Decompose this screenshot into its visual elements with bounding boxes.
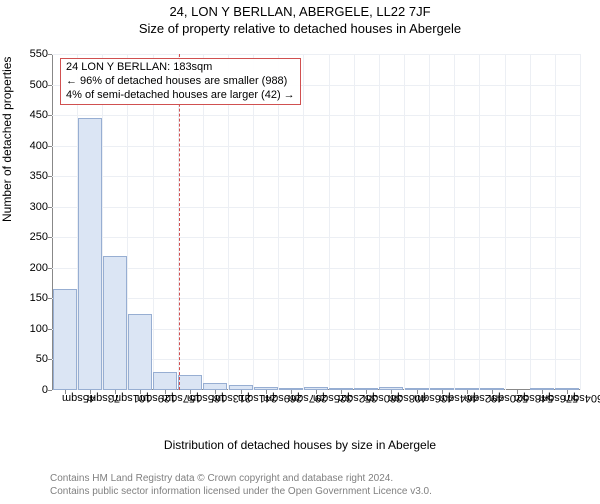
- bar: [203, 383, 227, 390]
- bar: [103, 256, 127, 390]
- y-tick-label: 0: [8, 384, 48, 396]
- gridline-h: [52, 146, 580, 147]
- gridline-v: [404, 54, 405, 390]
- y-tick-mark: [48, 298, 52, 299]
- y-tick-label: 400: [8, 140, 48, 152]
- gridline-v: [379, 54, 380, 390]
- gridline-v: [505, 54, 506, 390]
- annotation-line: 4% of semi-detached houses are larger (4…: [66, 89, 295, 103]
- y-tick-mark: [48, 390, 52, 391]
- bar: [178, 375, 202, 390]
- gridline-v: [429, 54, 430, 390]
- chart-container: Number of detached properties 24 LON Y B…: [0, 44, 600, 439]
- footer-line-1: Contains HM Land Registry data © Crown c…: [50, 472, 432, 485]
- gridline-v: [329, 54, 330, 390]
- y-tick-label: 100: [8, 323, 48, 335]
- footer-line-2: Contains public sector information licen…: [50, 485, 432, 498]
- bar: [53, 289, 77, 390]
- page-title-address: 24, LON Y BERLLAN, ABERGELE, LL22 7JF: [0, 4, 600, 19]
- plot-area: 24 LON Y BERLLAN: 183sqm← 96% of detache…: [52, 54, 580, 390]
- gridline-v: [354, 54, 355, 390]
- annotation-line: 24 LON Y BERLLAN: 183sqm: [66, 61, 295, 75]
- annotation-line: ← 96% of detached houses are smaller (98…: [66, 75, 295, 89]
- y-tick-label: 550: [8, 48, 48, 60]
- y-tick-label: 50: [8, 353, 48, 365]
- page-title-subtitle: Size of property relative to detached ho…: [0, 21, 600, 36]
- gridline-h: [52, 237, 580, 238]
- y-tick-mark: [48, 207, 52, 208]
- gridline-h: [52, 298, 580, 299]
- y-tick-mark: [48, 146, 52, 147]
- y-tick-mark: [48, 329, 52, 330]
- gridline-h: [52, 207, 580, 208]
- y-tick-label: 300: [8, 201, 48, 213]
- bar: [153, 372, 177, 390]
- gridline-h: [52, 176, 580, 177]
- y-tick-mark: [48, 54, 52, 55]
- footer-attribution: Contains HM Land Registry data © Crown c…: [50, 472, 432, 498]
- gridline-v: [580, 54, 581, 390]
- gridline-h: [52, 115, 580, 116]
- gridline-h: [52, 268, 580, 269]
- gridline-v: [479, 54, 480, 390]
- y-tick-mark: [48, 115, 52, 116]
- y-tick-mark: [48, 359, 52, 360]
- y-tick-mark: [48, 268, 52, 269]
- y-tick-mark: [48, 85, 52, 86]
- y-tick-label: 150: [8, 292, 48, 304]
- gridline-v: [454, 54, 455, 390]
- annotation-box: 24 LON Y BERLLAN: 183sqm← 96% of detache…: [60, 58, 301, 105]
- bar: [78, 118, 102, 390]
- y-tick-label: 350: [8, 170, 48, 182]
- y-tick-label: 200: [8, 262, 48, 274]
- gridline-v: [303, 54, 304, 390]
- gridline-v: [555, 54, 556, 390]
- y-tick-mark: [48, 176, 52, 177]
- y-tick-mark: [48, 237, 52, 238]
- gridline-v: [530, 54, 531, 390]
- y-tick-label: 500: [8, 79, 48, 91]
- x-axis-label: Distribution of detached houses by size …: [0, 438, 600, 452]
- bar: [128, 314, 152, 390]
- gridline-h: [52, 54, 580, 55]
- y-tick-label: 250: [8, 231, 48, 243]
- y-tick-label: 450: [8, 109, 48, 121]
